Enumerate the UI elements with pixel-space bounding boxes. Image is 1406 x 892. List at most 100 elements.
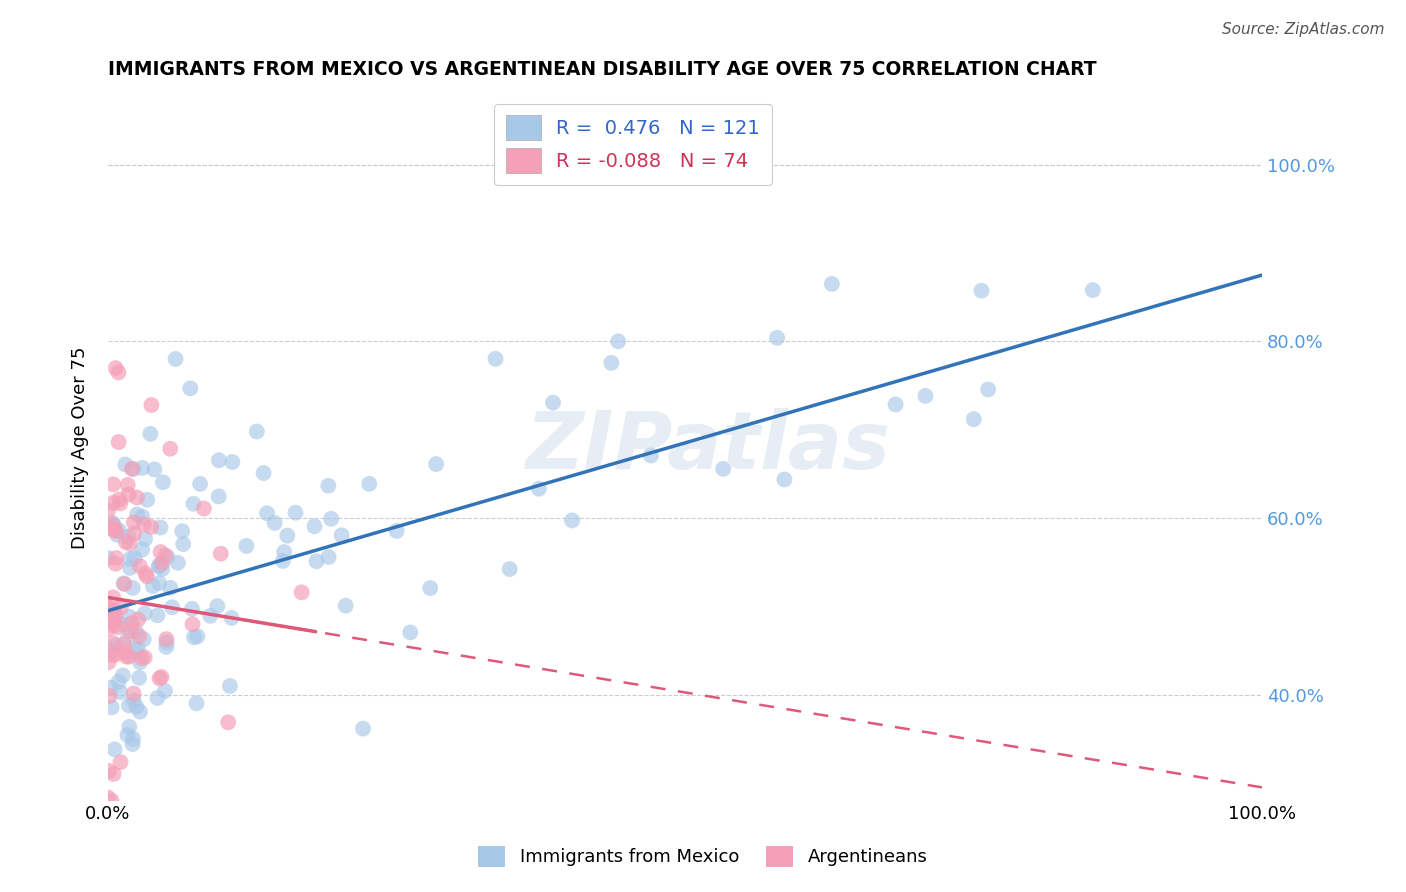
Point [125, 624, 148, 639]
Point [159, 442, 181, 456]
Point [98, 604, 121, 618]
Point [252, 466, 274, 480]
Point [100, 794, 122, 808]
Point [100, 643, 122, 657]
Point [155, 640, 177, 654]
Point [167, 556, 190, 570]
Point [142, 579, 165, 593]
Point [273, 545, 295, 559]
Point [208, 453, 231, 467]
Point [103, 477, 125, 491]
Legend: R =  0.476   N = 121, R = -0.088   N = 74: R = 0.476 N = 121, R = -0.088 N = 74 [494, 103, 772, 185]
Point [98, 689, 121, 703]
Point [97, 551, 120, 566]
Point [425, 457, 447, 471]
Point [146, 608, 169, 623]
Point [127, 613, 149, 627]
Point [98, 614, 121, 628]
Point [131, 651, 153, 665]
Point [330, 528, 353, 542]
Point [134, 650, 156, 665]
Point [128, 671, 150, 685]
Point [256, 506, 278, 520]
Point [97, 600, 120, 615]
Point [112, 637, 135, 651]
Point [107, 620, 129, 634]
Point [276, 529, 298, 543]
Point [104, 557, 127, 571]
Point [124, 551, 146, 566]
Point [484, 351, 506, 366]
Point [121, 581, 143, 595]
Point [97, 790, 120, 805]
Point [200, 608, 222, 623]
Point [108, 685, 131, 699]
Legend: Immigrants from Mexico, Argentineans: Immigrants from Mexico, Argentineans [471, 838, 935, 874]
Point [97, 622, 120, 636]
Point [179, 381, 201, 395]
Point [104, 638, 127, 652]
Point [335, 599, 357, 613]
Point [101, 516, 124, 530]
Point [141, 398, 163, 412]
Point [143, 462, 166, 476]
Text: ZIPatlas: ZIPatlas [526, 409, 890, 486]
Point [103, 767, 125, 781]
Point [114, 534, 136, 549]
Point [118, 698, 141, 713]
Point [97, 503, 120, 517]
Point [120, 552, 142, 566]
Point [136, 492, 159, 507]
Point [128, 559, 150, 574]
Point [155, 549, 177, 563]
Point [101, 648, 124, 662]
Point [114, 644, 136, 658]
Point [117, 487, 139, 501]
Point [181, 617, 204, 632]
Point [321, 512, 343, 526]
Point [773, 472, 796, 486]
Point [105, 528, 128, 542]
Point [112, 576, 135, 591]
Point [129, 705, 152, 719]
Point [104, 607, 127, 622]
Point [125, 642, 148, 657]
Point [150, 562, 173, 576]
Point [235, 539, 257, 553]
Point [107, 435, 129, 450]
Point [104, 648, 127, 662]
Point [131, 542, 153, 557]
Point [108, 524, 131, 538]
Point [188, 477, 211, 491]
Point [127, 508, 149, 522]
Point [117, 630, 139, 644]
Point [148, 559, 170, 574]
Point [385, 524, 408, 538]
Point [1081, 283, 1104, 297]
Point [132, 632, 155, 647]
Point [152, 475, 174, 490]
Point [104, 524, 127, 538]
Point [160, 600, 183, 615]
Point [963, 412, 986, 426]
Point [103, 618, 125, 632]
Point [821, 277, 844, 291]
Point [98, 521, 121, 535]
Point [135, 569, 157, 583]
Point [139, 426, 162, 441]
Point [155, 632, 177, 646]
Point [117, 728, 139, 742]
Point [125, 699, 148, 714]
Point [148, 672, 170, 686]
Point [101, 636, 124, 650]
Point [153, 684, 176, 698]
Point [103, 517, 125, 532]
Point [766, 331, 789, 345]
Point [219, 679, 242, 693]
Point [104, 604, 127, 618]
Point [146, 690, 169, 705]
Point [122, 686, 145, 700]
Point [221, 611, 243, 625]
Point [117, 530, 139, 544]
Point [318, 479, 340, 493]
